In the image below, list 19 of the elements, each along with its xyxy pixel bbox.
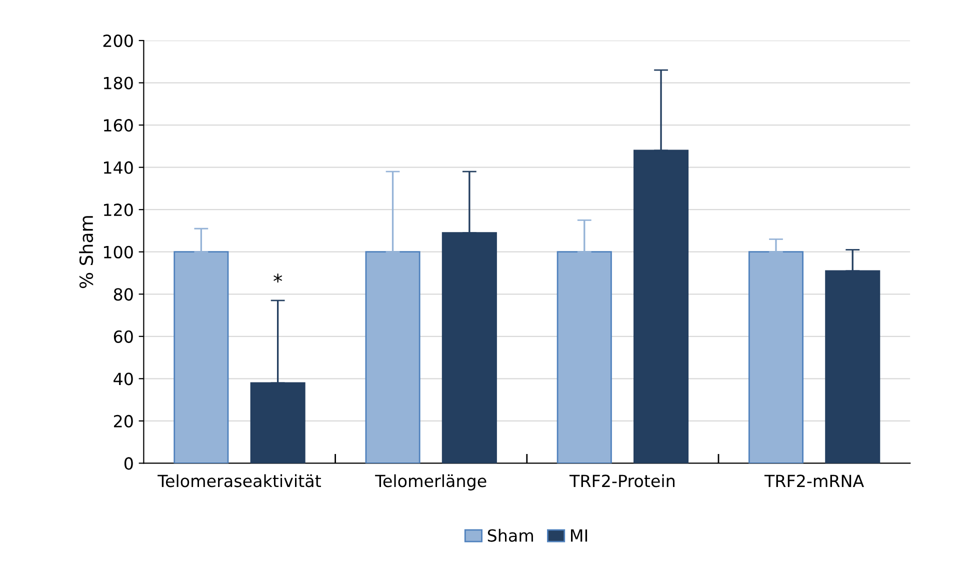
legend-label: Sham — [488, 528, 533, 542]
y-tick-label: 100 — [104, 246, 133, 258]
legend-label: MI — [571, 529, 588, 542]
y-tick-label: 60 — [114, 330, 133, 343]
y-tick-label: 200 — [103, 34, 133, 48]
x-tick-label: Telomeraseaktivität — [158, 474, 321, 488]
y-tick-label: 140 — [104, 161, 133, 174]
x-tick-label: TRF2-mRNA — [764, 474, 864, 487]
y-tick-label: 120 — [104, 204, 133, 216]
annotation: * — [274, 274, 282, 283]
y-tick-label: 40 — [114, 372, 133, 386]
y-tick-label: 0 — [124, 457, 133, 470]
x-tick-label: TRF2-Protein — [569, 474, 674, 488]
y-tick-label: 20 — [114, 414, 133, 428]
y-tick-label: 80 — [114, 288, 133, 301]
y-axis-title: % Sham — [79, 216, 94, 288]
x-tick-label: Telomerlänge — [375, 474, 486, 490]
y-tick-label: 160 — [104, 119, 133, 132]
y-tick-label: 180 — [104, 76, 133, 90]
